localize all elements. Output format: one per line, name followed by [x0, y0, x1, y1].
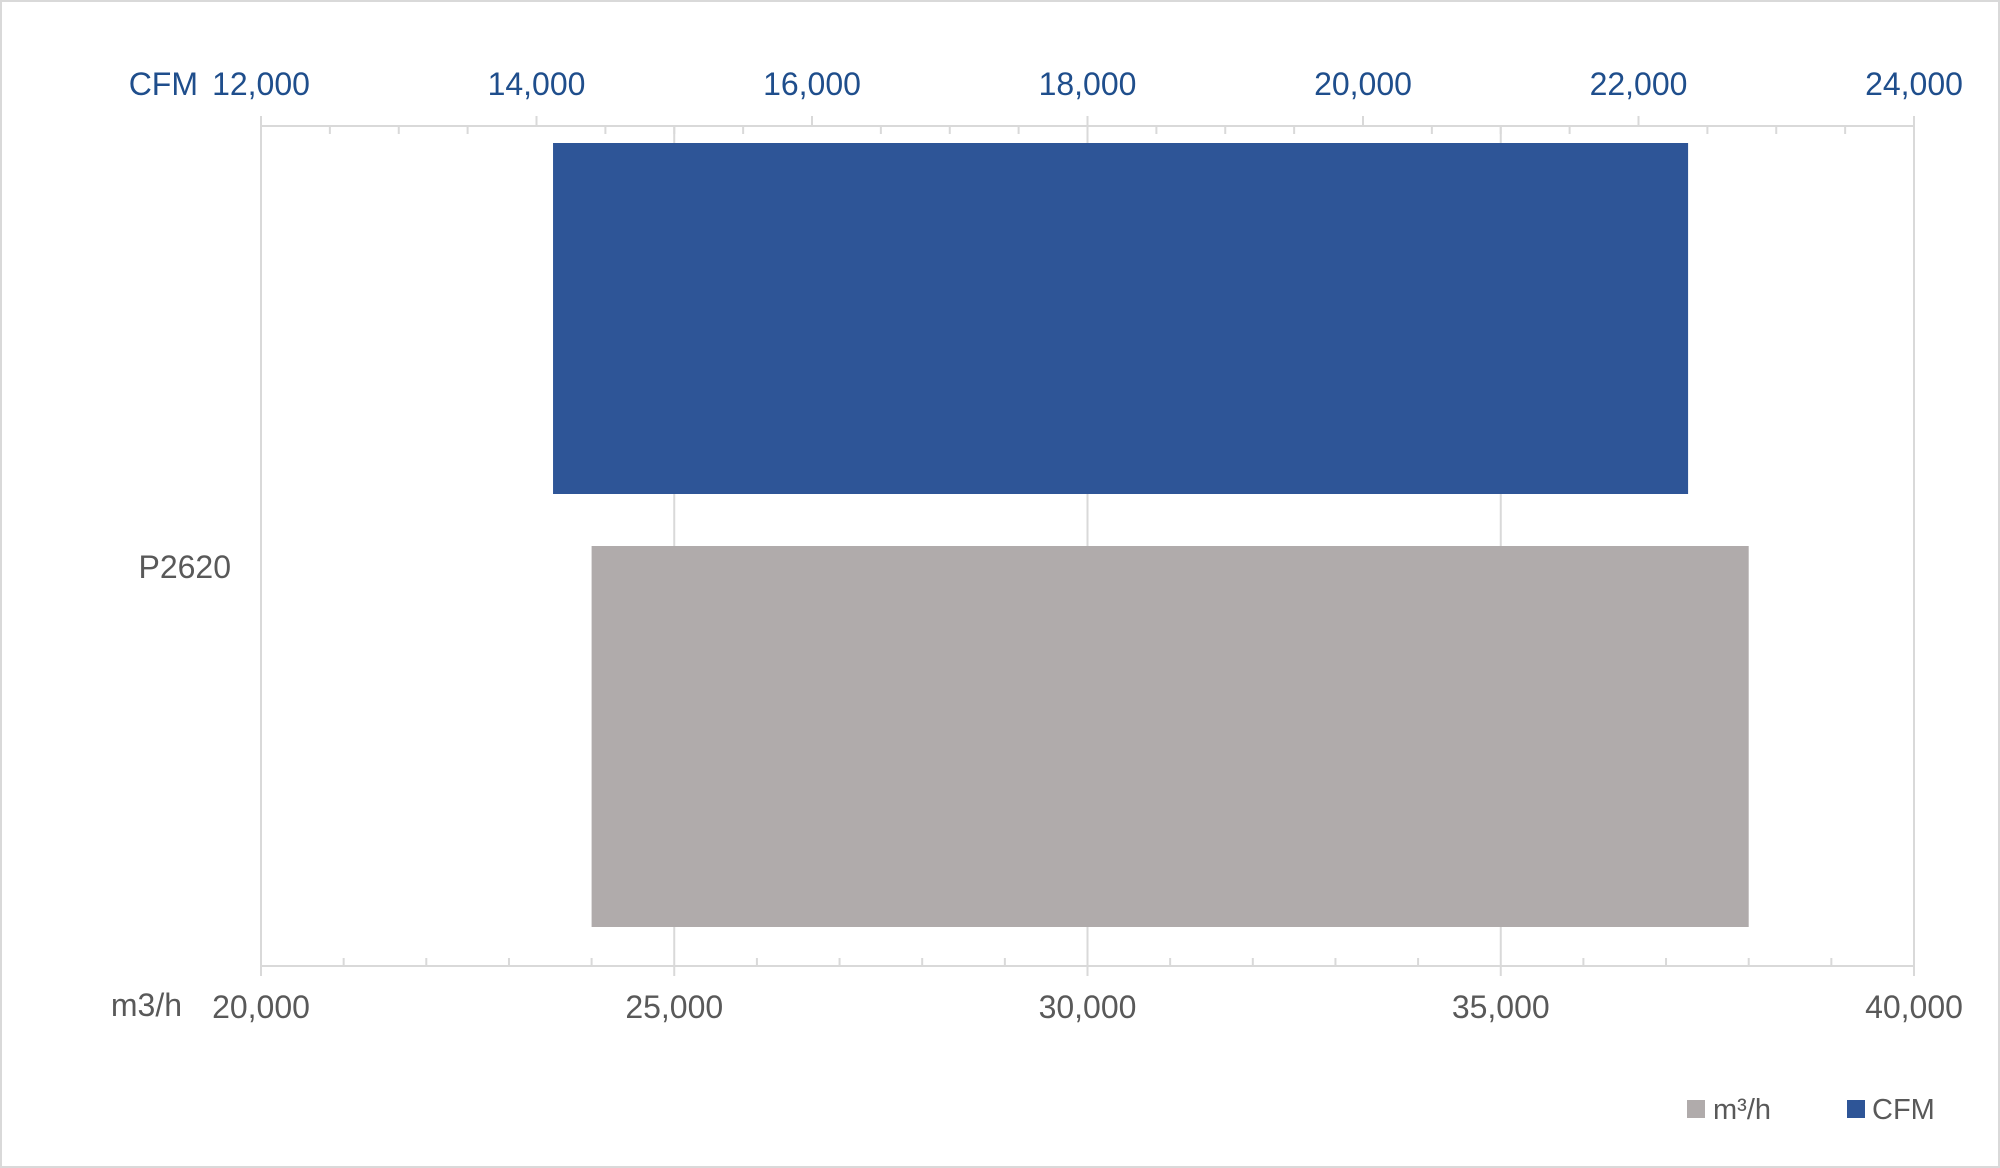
bottom-tick-label: 40,000 [1865, 989, 1963, 1025]
top-tick-label: 24,000 [1865, 66, 1963, 102]
legend-swatch-cfm [1847, 1100, 1865, 1118]
legend-swatch-m3h [1687, 1100, 1705, 1118]
top-tick-label: 22,000 [1590, 66, 1688, 102]
bar-cfm [553, 143, 1689, 494]
bottom-tick-label: 20,000 [212, 989, 310, 1025]
bar-m3h [591, 546, 1749, 927]
legend-label-m3h: m³/h [1713, 1094, 1771, 1126]
top-tick-label: 16,000 [763, 66, 861, 102]
bottom-tick-label: 30,000 [1039, 989, 1137, 1025]
labels: CFM m3/h P2620 12,000 14,000 16,000 18,000 2… [111, 66, 1963, 1025]
axes [260, 116, 1915, 967]
top-tick-label: 18,000 [1039, 66, 1137, 102]
bottom-tick-label: 25,000 [625, 989, 723, 1025]
top-tick-label: 20,000 [1314, 66, 1412, 102]
bottom-tick-label: 35,000 [1452, 989, 1550, 1025]
legend: m³/h CFM [1687, 1094, 1935, 1126]
bottom-axis-unit-label: m3/h [111, 987, 182, 1023]
category-label: P2620 [138, 549, 231, 585]
bars [553, 143, 1749, 927]
legend-label-cfm: CFM [1872, 1094, 1935, 1126]
top-axis-unit-label: CFM [129, 66, 198, 102]
top-tick-label: 14,000 [488, 66, 586, 102]
top-tick-label: 12,000 [212, 66, 310, 102]
